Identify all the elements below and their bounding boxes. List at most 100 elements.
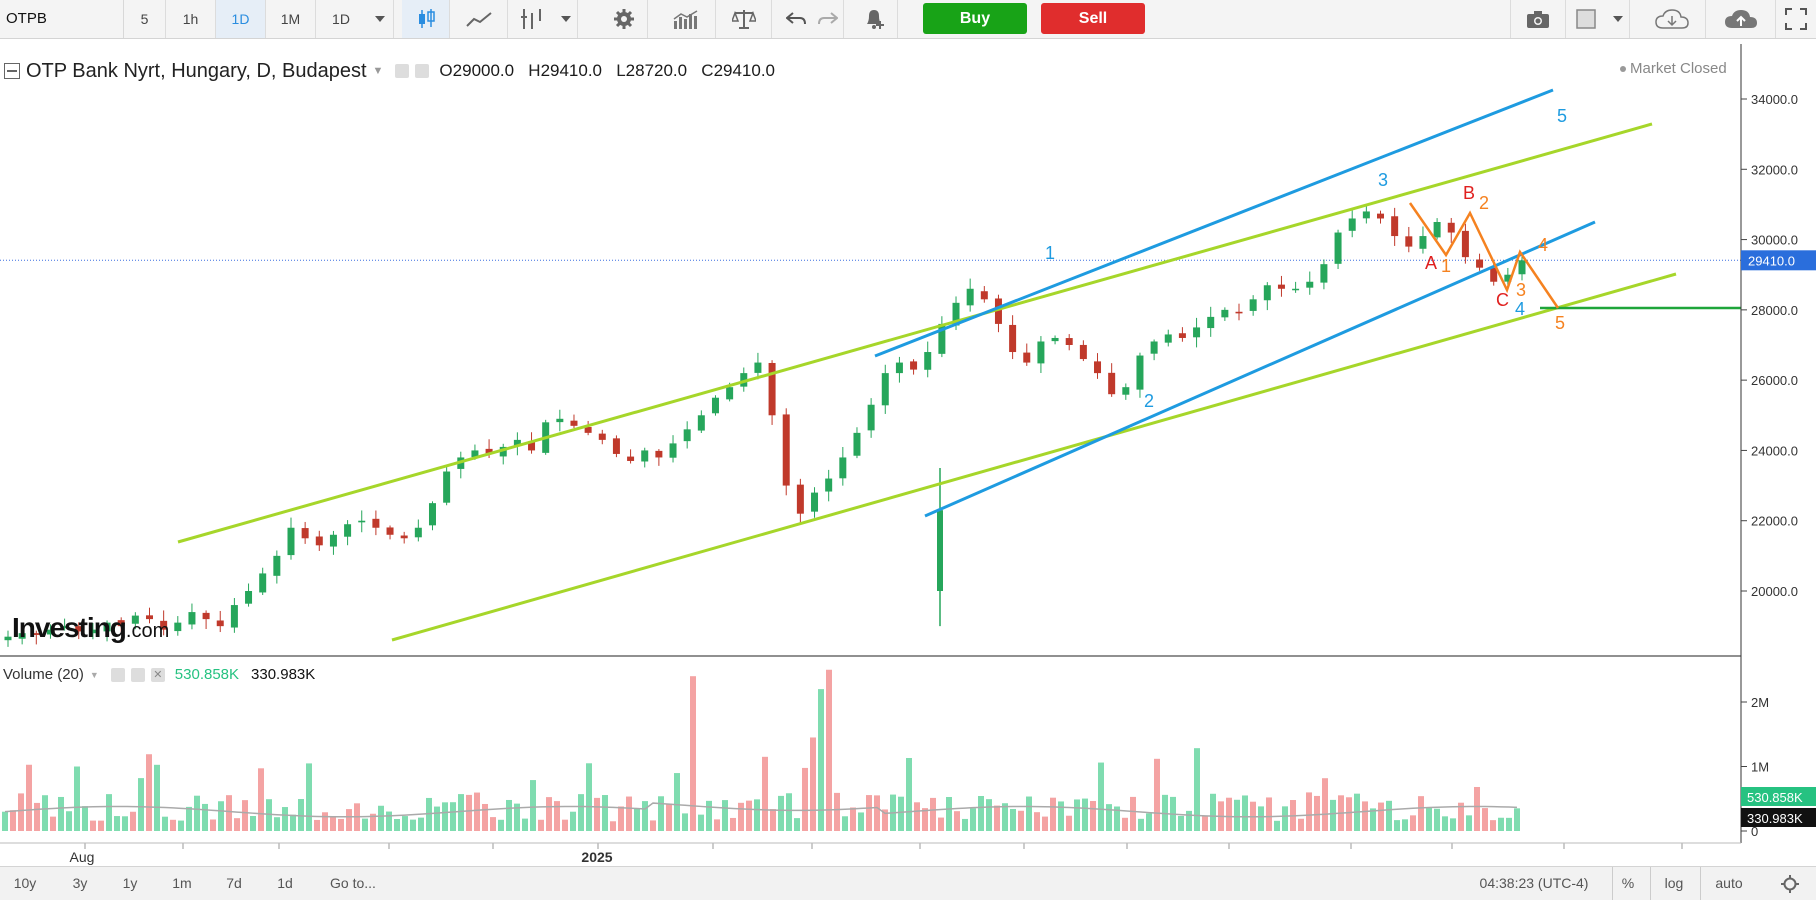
volume-bar [954,811,960,831]
volume-bar [1274,820,1280,831]
wave-label-blue-5: 5 [1557,106,1567,126]
volume-bar [978,796,984,831]
auto-toggle[interactable]: auto [1700,867,1757,900]
volume-bar [1362,801,1368,831]
redo-icon[interactable] [812,0,844,38]
volume-bar [1442,816,1448,831]
chevron-down-icon[interactable]: ▼ [372,65,384,77]
candle-body [301,528,309,539]
interval-1d-dropdown-button[interactable]: 1D [332,11,350,27]
buy-button[interactable]: Buy [923,3,1027,34]
chevron-down-icon[interactable]: ▼ [89,669,99,680]
candle-body [344,524,352,537]
volume-value-2: 330.983K [251,666,316,683]
volume-bar [1378,802,1384,831]
candle-body [443,471,451,503]
candle-body [1277,284,1285,289]
volume-bar [1402,819,1408,831]
interval-1d-button[interactable]: 1D [216,0,266,38]
ohlc-values: O29000.0 H29410.0 L28720.0 C29410.0 [439,61,775,81]
range-3y-button[interactable]: 3y [72,875,88,891]
volume-bar [50,816,56,831]
price-tick-label: 26000.0 [1751,373,1798,388]
layout-icon[interactable] [1566,0,1606,38]
cloud-download-icon[interactable] [1638,0,1706,38]
volume-bar [906,757,912,831]
collapse-icon[interactable] [4,63,20,79]
alert-bell-icon[interactable] [850,0,898,38]
interval-1m-button[interactable]: 1M [266,0,316,38]
volume-bar [562,819,568,831]
volume-bar [1130,796,1136,831]
settings-icon[interactable] [415,64,430,78]
volume-bar [530,780,536,831]
volume-bar [938,817,944,831]
sell-button[interactable]: Sell [1041,3,1145,34]
settings-icon[interactable] [130,667,145,682]
volume-bar [290,814,296,831]
cloud-upload-icon[interactable] [1706,0,1776,38]
candle-body [641,450,649,462]
chevron-down-icon[interactable] [1606,0,1630,38]
fullscreen-icon[interactable] [1776,0,1816,38]
candle-body [556,418,564,423]
candle-body [145,615,153,620]
range-10y-button[interactable]: 10y [13,875,37,891]
volume-bar [1234,799,1240,831]
goto-button[interactable]: Go to... [330,875,376,891]
volume-bar [650,820,656,831]
gear-icon[interactable] [1770,867,1810,900]
range-7d-button[interactable]: 7d [226,875,242,891]
eye-icon[interactable] [110,667,125,682]
volume-bar [1074,799,1080,831]
range-1m-button[interactable]: 1m [172,875,192,891]
volume-tick-label: 1M [1751,760,1769,775]
percent-toggle[interactable]: % [1612,867,1643,900]
candle-body [1178,333,1186,338]
candlestick-icon[interactable] [402,0,450,38]
candle-body [485,448,493,454]
volume-tag-green [1741,787,1816,806]
indicators-icon[interactable] [508,0,554,38]
candle-body [938,323,946,354]
volume-bar [306,763,312,831]
candle-body [811,492,819,512]
undo-icon[interactable] [780,0,812,38]
volume-bar [706,800,712,831]
price-tick-label: 20000.0 [1751,584,1798,599]
volume-bar [730,817,736,831]
volume-bar [1482,808,1488,831]
volume-bar [58,796,64,831]
range-1y-button[interactable]: 1y [122,875,138,891]
volume-bar [970,808,976,831]
bar-chart-icon[interactable] [658,0,716,38]
legend-title[interactable]: OTP Bank Nyrt, Hungary, D, Budapest [26,59,367,82]
candle-body [1504,274,1512,282]
channel-line-blue-upper [874,88,1554,358]
channel-line-lime-lower [391,272,1677,642]
compare-scale-icon[interactable] [716,0,772,38]
channel-line-lime-upper [177,122,1653,544]
volume-tag-green-label: 530.858K [1747,790,1803,805]
camera-icon[interactable] [1510,0,1566,38]
chevron-down-icon[interactable] [366,0,394,38]
gear-icon[interactable] [600,0,648,38]
interval-5-button[interactable]: 5 [124,0,166,38]
symbol-field[interactable]: OTPB [0,0,124,38]
candle-body [358,520,366,523]
volume-bar [26,764,32,831]
chevron-down-icon[interactable] [554,0,578,38]
volume-bar [1066,815,1072,831]
line-chart-icon[interactable] [450,0,508,38]
bottom-bar: 10y 3y 1y 1m 7d 1d Go to... 04:38:23 (UT… [0,866,1816,900]
range-1d-button[interactable]: 1d [277,875,293,891]
close-icon[interactable]: ✕ [150,667,165,682]
interval-1h-button[interactable]: 1h [166,0,216,38]
eye-icon[interactable] [395,64,410,78]
volume-bar [1474,786,1480,831]
volume-title[interactable]: Volume (20) [3,666,84,683]
volume-bar [794,818,800,831]
log-toggle[interactable]: log [1650,867,1697,900]
volume-bar [882,809,888,831]
